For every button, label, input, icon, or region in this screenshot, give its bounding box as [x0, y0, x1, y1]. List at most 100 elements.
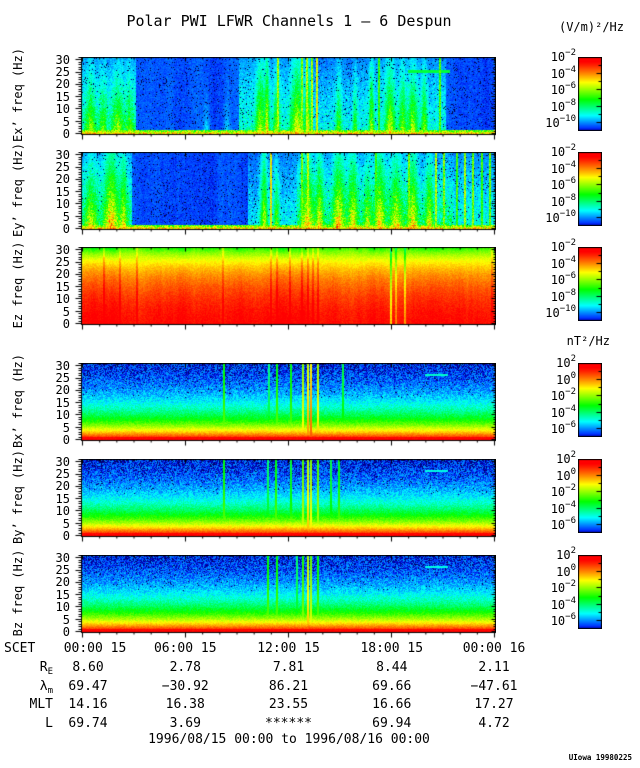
- colorbar-tick-label: 10−2: [550, 238, 576, 255]
- x-tick-label: 12:00 15: [257, 641, 320, 656]
- colorbar-tick-label: 10−6: [550, 516, 576, 533]
- ephemeris-value: 2.11: [478, 660, 510, 675]
- colorbar-tick-label: 10−8: [550, 287, 576, 304]
- ephemeris-row-label-2: MLT: [29, 697, 53, 712]
- colorbar-tick-label: 10−2: [550, 579, 576, 596]
- colorbar-tick-label: 10−10: [545, 304, 576, 321]
- y-tick-label: 25: [55, 370, 70, 385]
- ephemeris-value: 2.78: [169, 660, 201, 675]
- spectrogram-canvas-ez: [74, 247, 496, 331]
- ephemeris-row-label-3: L: [45, 715, 53, 731]
- colorbar-tick-label: 10−4: [550, 403, 576, 420]
- ephemeris-value: 8.44: [376, 660, 408, 675]
- y-tick-label: 30: [55, 52, 70, 67]
- ephemeris-value: 17.27: [474, 697, 514, 712]
- x-tick-label: 00:00 16: [462, 641, 526, 656]
- colorbar-tick-label: 10−6: [550, 81, 576, 98]
- y-tick-label: 0: [62, 222, 70, 236]
- colorbar-tick-label: 10−2: [550, 48, 576, 65]
- b-units-label: nT²/Hz: [566, 334, 610, 348]
- y-tick-label: 0: [62, 625, 70, 639]
- colorbar-tick-label: 10−2: [550, 387, 576, 404]
- y-tick-label: 20: [55, 575, 70, 590]
- colorbar-tick-label: 10−4: [550, 254, 576, 271]
- y-tick-label: 15: [55, 89, 70, 104]
- y-tick-label: 30: [55, 550, 70, 565]
- colorbar-tick-label: 10−6: [550, 612, 576, 629]
- y-tick-label: 20: [55, 172, 70, 187]
- colorbar-tick-label: 10−4: [550, 499, 576, 516]
- scet-axis-label: SCET: [4, 641, 36, 656]
- colorbar-by: [578, 459, 602, 533]
- y-tick-label: 25: [55, 64, 70, 79]
- colorbar-tick-label: 10−6: [550, 271, 576, 288]
- colorbar-ez: [578, 247, 602, 321]
- ephemeris-value: 69.66: [372, 678, 412, 694]
- ephemeris-value: 7.81: [272, 660, 305, 675]
- ephemeris-value: 69.94: [372, 715, 412, 731]
- colorbar-tick-label: 10−6: [550, 420, 576, 437]
- y-tick-label: 10: [55, 197, 70, 212]
- x-tick-label: 00:00 15: [63, 641, 127, 656]
- y-tick-label: 5: [62, 209, 70, 224]
- y-tick-label: 5: [62, 114, 70, 129]
- y-tick-label: 5: [62, 612, 70, 627]
- ephemeris-row-label-0: RE: [39, 660, 53, 677]
- y-tick-label: 15: [55, 587, 70, 602]
- y-tick-label: 15: [55, 491, 70, 506]
- colorbar-tick-label: 10−10: [545, 209, 576, 226]
- y-tick-label: 10: [55, 504, 70, 519]
- y-tick-label: 15: [55, 279, 70, 294]
- colorbar-ex: [578, 57, 602, 131]
- y-tick-label: 0: [62, 433, 70, 447]
- spectrogram-canvas-by: [74, 459, 496, 543]
- y-tick-label: 0: [62, 127, 70, 141]
- x-tick-label: 06:00 15: [153, 641, 217, 656]
- y-tick-label: 10: [55, 292, 70, 307]
- spectrogram-canvas-ex: [74, 57, 496, 141]
- y-tick-label: 0: [62, 317, 70, 331]
- credit-stamp: UIowa 19980225: [568, 753, 632, 762]
- y-tick-label: 5: [62, 420, 70, 435]
- colorbar-tick-label: 10−2: [550, 483, 576, 500]
- ephemeris-value: 16.66: [372, 697, 412, 712]
- ephemeris-value: ******: [265, 715, 312, 731]
- y-tick-label: 10: [55, 102, 70, 117]
- colorbar-tick-label: 102: [556, 450, 576, 467]
- ephemeris-value: −30.92: [161, 678, 209, 694]
- ephemeris-value: 23.55: [268, 697, 309, 712]
- time-range-caption: 1996/08/15 00:00 to 1996/08/16 00:00: [148, 732, 430, 747]
- colorbar-tick-label: 10−4: [550, 595, 576, 612]
- ephemeris-value: 14.16: [68, 697, 108, 712]
- colorbar-tick-label: 10−4: [550, 64, 576, 81]
- colorbar-tick-label: 102: [556, 546, 576, 563]
- y-tick-label: 25: [55, 562, 70, 577]
- ephemeris-value: 3.69: [169, 715, 201, 731]
- y-tick-label: 0: [62, 529, 70, 543]
- colorbar-tick-label: 10−2: [550, 143, 576, 160]
- y-tick-label: 15: [55, 184, 70, 199]
- ephemeris-value: 16.38: [165, 697, 205, 712]
- ephemeris-value: 8.60: [72, 660, 104, 675]
- ephemeris-value: 69.47: [68, 678, 108, 694]
- colorbar-tick-label: 102: [556, 354, 576, 371]
- colorbar-bx: [578, 363, 602, 437]
- colorbar-ey: [578, 152, 602, 226]
- y-tick-label: 25: [55, 466, 70, 481]
- y-tick-label: 5: [62, 304, 70, 319]
- x-tick-label: 18:00 15: [360, 641, 424, 656]
- ephemeris-row-label-1: λm: [39, 678, 53, 696]
- e-units-label: (V/m)²/Hz: [558, 20, 624, 34]
- y-tick-label: 15: [55, 395, 70, 410]
- y-tick-label: 20: [55, 77, 70, 92]
- y-tick-label: 25: [55, 254, 70, 269]
- colorbar-tick-label: 10−10: [545, 114, 576, 131]
- colorbar-tick-label: 100: [556, 466, 576, 483]
- y-tick-label: 30: [55, 358, 70, 373]
- spectrogram-canvas-bz: [74, 555, 496, 639]
- y-tick-label: 30: [55, 454, 70, 469]
- plot-title: Polar PWI LFWR Channels 1 — 6 Despun: [126, 12, 452, 30]
- colorbar-bz: [578, 555, 602, 629]
- colorbar-tick-label: 100: [556, 562, 576, 579]
